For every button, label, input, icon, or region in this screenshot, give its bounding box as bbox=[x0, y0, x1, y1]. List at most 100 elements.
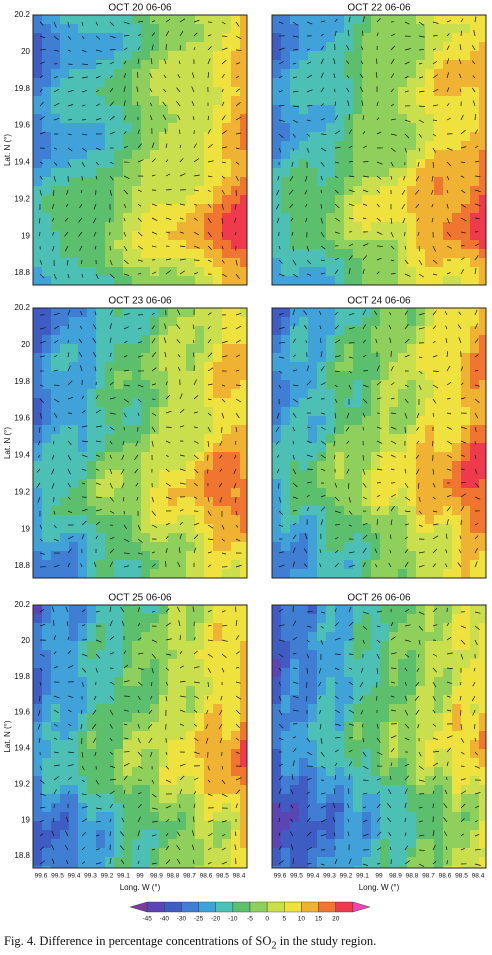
wind-vector bbox=[334, 339, 341, 344]
field-cell bbox=[87, 623, 96, 632]
field-cell bbox=[78, 605, 87, 614]
field-cell bbox=[141, 767, 150, 776]
field-cell bbox=[69, 776, 78, 785]
field-cell bbox=[123, 362, 132, 371]
field-cell bbox=[141, 623, 150, 632]
wind-vector bbox=[193, 803, 196, 809]
field-cell bbox=[335, 51, 344, 60]
field-cell bbox=[78, 677, 87, 686]
field-cell bbox=[204, 470, 213, 479]
wind-vector bbox=[306, 481, 312, 484]
field-cell bbox=[78, 24, 87, 33]
field-cell bbox=[132, 695, 141, 704]
wind-vector bbox=[288, 189, 294, 195]
field-cell bbox=[150, 249, 159, 258]
wind-vector bbox=[109, 537, 115, 540]
field-cell bbox=[195, 186, 204, 195]
field-cell bbox=[470, 114, 479, 123]
field-cell bbox=[371, 123, 380, 132]
field-cell bbox=[380, 51, 389, 60]
wind-vector bbox=[67, 510, 73, 514]
field-cell bbox=[452, 105, 461, 114]
wind-vector bbox=[81, 533, 85, 540]
wind-vector bbox=[137, 217, 142, 222]
field-cell bbox=[240, 60, 247, 69]
field-cell bbox=[213, 713, 222, 722]
field-cell bbox=[78, 542, 87, 551]
field-cell bbox=[159, 488, 168, 497]
wind-vector bbox=[37, 440, 41, 446]
field-cell bbox=[186, 407, 195, 416]
field-cell bbox=[452, 380, 461, 389]
field-cell bbox=[96, 222, 105, 231]
field-cell bbox=[326, 33, 335, 42]
field-cell bbox=[362, 78, 371, 87]
field-cell bbox=[380, 132, 389, 141]
wind-vector bbox=[151, 32, 156, 37]
wind-vector bbox=[390, 161, 394, 167]
field-cell bbox=[398, 569, 407, 578]
field-cell bbox=[186, 240, 195, 249]
wind-vector bbox=[348, 510, 353, 515]
wind-vector bbox=[390, 426, 397, 430]
field-cell bbox=[299, 87, 308, 96]
field-cell bbox=[398, 380, 407, 389]
field-cell bbox=[33, 335, 42, 344]
wind-vector bbox=[417, 231, 420, 236]
field-cell bbox=[434, 96, 443, 105]
field-cell bbox=[326, 51, 335, 60]
field-cell bbox=[353, 470, 362, 479]
field-cell bbox=[132, 177, 141, 186]
wind-vector bbox=[432, 384, 439, 389]
field-cell bbox=[150, 362, 159, 371]
field-cell bbox=[204, 96, 213, 105]
field-cell bbox=[434, 398, 443, 407]
field-cell bbox=[425, 326, 434, 335]
field-cell bbox=[42, 497, 51, 506]
field-cell bbox=[326, 335, 335, 344]
field-cell bbox=[60, 506, 69, 515]
field-cell bbox=[60, 362, 69, 371]
field-cell bbox=[78, 560, 87, 569]
field-cell bbox=[380, 204, 389, 213]
field-cell bbox=[479, 51, 486, 60]
field-cell bbox=[425, 353, 434, 362]
field-cell bbox=[213, 488, 222, 497]
wind-vector bbox=[376, 189, 380, 194]
wind-vector bbox=[235, 510, 238, 516]
field-cell bbox=[33, 240, 42, 249]
field-cell bbox=[213, 96, 222, 105]
field-cell bbox=[51, 96, 60, 105]
field-cell bbox=[159, 24, 168, 33]
field-cell bbox=[362, 497, 371, 506]
field-cell bbox=[416, 78, 425, 87]
wind-vector bbox=[219, 737, 223, 744]
field-cell bbox=[344, 276, 353, 285]
wind-vector bbox=[472, 75, 476, 79]
field-cell bbox=[78, 695, 87, 704]
field-cell bbox=[168, 749, 177, 758]
field-cell bbox=[96, 168, 105, 177]
field-cell bbox=[335, 416, 344, 425]
field-cell bbox=[452, 326, 461, 335]
field-cell bbox=[159, 497, 168, 506]
field-cell bbox=[231, 317, 240, 326]
wind-vector bbox=[151, 352, 157, 358]
field-cell bbox=[407, 96, 416, 105]
wind-vector bbox=[165, 440, 171, 444]
field-cell bbox=[461, 380, 470, 389]
field-cell bbox=[96, 186, 105, 195]
field-cell bbox=[105, 605, 114, 614]
field-cell bbox=[281, 308, 290, 317]
wind-vector bbox=[304, 563, 308, 568]
wind-vector bbox=[418, 564, 425, 568]
field-cell bbox=[105, 848, 114, 857]
field-cell bbox=[114, 371, 123, 380]
field-cell bbox=[470, 389, 479, 398]
field-cell bbox=[42, 362, 51, 371]
field-cell bbox=[177, 204, 186, 213]
wind-vector bbox=[137, 33, 142, 37]
field-cell bbox=[177, 848, 186, 857]
field-cell bbox=[87, 371, 96, 380]
field-cell bbox=[33, 803, 42, 812]
